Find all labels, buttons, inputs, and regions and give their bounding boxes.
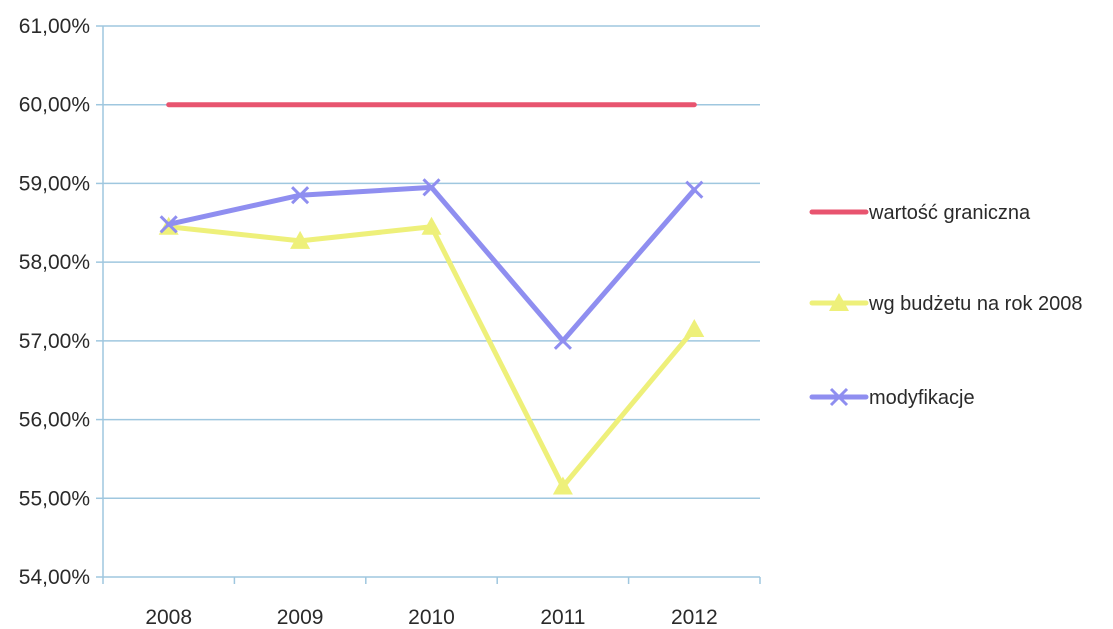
legend-marker: [829, 293, 849, 311]
legend-label: modyfikacje: [869, 387, 975, 409]
y-tick-label: 58,00%: [19, 251, 90, 274]
legend: wartość graniczna wg budżetu na rok 2008 m…: [809, 202, 1083, 409]
y-tick-label: 56,00%: [19, 409, 90, 432]
legend-entry-0: wartość graniczna: [809, 202, 1031, 224]
marker-stroke: [159, 215, 178, 234]
marker-stroke: [291, 186, 310, 205]
y-tick-label: 59,00%: [19, 172, 90, 195]
legend-entry-1: wg budżetu na rok 2008: [809, 293, 1083, 315]
axes: 54,00% 55,00% 56,00% 57,00% 58,00% 59,00% 60,0…: [19, 15, 761, 629]
gridlines: [103, 25, 760, 500]
series-line-1: [166, 224, 697, 489]
x-tick-label: 2010: [408, 606, 455, 629]
data-point-1-3: [552, 476, 573, 495]
y-tick-label: 60,00%: [19, 94, 90, 117]
y-tick-label: 61,00%: [19, 15, 90, 38]
x-tick-label: 2011: [540, 606, 585, 629]
y-tick-label: 57,00%: [19, 330, 90, 353]
marker-stroke: [553, 331, 572, 350]
y-tick-label: 54,00%: [19, 566, 90, 589]
data-point-2-2: [422, 178, 441, 197]
data-point-2-3: [553, 331, 572, 350]
x-tick-label: 2012: [671, 606, 718, 629]
data-point-2-0: [159, 215, 178, 234]
data-point-2-1: [291, 186, 310, 205]
data-point-1-1: [290, 230, 311, 249]
legend-label: wartość graniczna: [868, 202, 1031, 224]
legend-entry-2: modyfikacje: [809, 387, 975, 409]
marker-stroke: [829, 387, 849, 407]
legend-label: wg budżetu na rok 2008: [868, 293, 1083, 315]
data-point-2-4: [685, 180, 704, 199]
x-tick-label: 2009: [277, 606, 324, 629]
series: [158, 102, 705, 495]
x-tick-label: 2008: [145, 606, 192, 629]
marker-stroke: [422, 178, 441, 197]
data-point-1-4: [684, 319, 705, 338]
legend-marker: [829, 387, 849, 407]
series-line-2: [166, 184, 697, 344]
marker-stroke: [685, 180, 704, 199]
data-point-1-2: [421, 216, 442, 235]
y-tick-label: 55,00%: [19, 487, 90, 510]
